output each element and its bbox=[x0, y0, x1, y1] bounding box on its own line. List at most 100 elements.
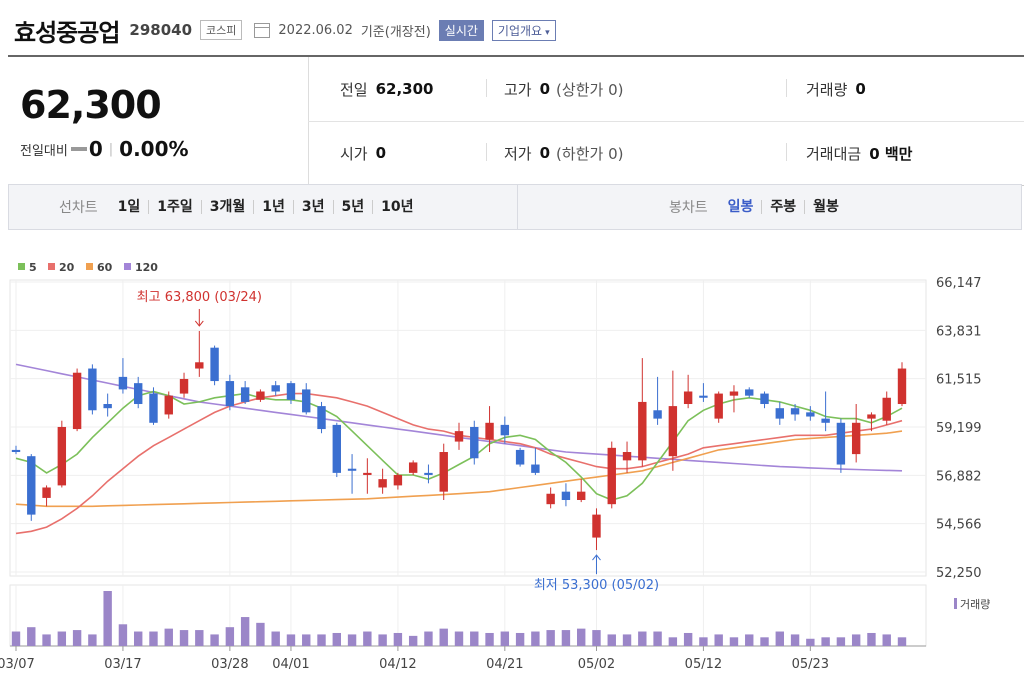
current-price-box: 62,300 전일대비 0 | 0.00% bbox=[8, 57, 309, 185]
divider bbox=[486, 79, 487, 97]
divider bbox=[517, 185, 518, 229]
lower-limit: (하한가 0) bbox=[556, 144, 624, 163]
candle-body bbox=[27, 456, 36, 515]
volume-bar bbox=[851, 634, 861, 646]
volume-bar bbox=[271, 631, 280, 646]
volume-bar bbox=[72, 630, 82, 646]
candle-body bbox=[134, 383, 143, 405]
volume-bar bbox=[332, 632, 341, 646]
x-tick-label: 03/07 bbox=[0, 657, 35, 672]
divider: | bbox=[108, 141, 114, 157]
low-label: 저가 bbox=[504, 144, 532, 163]
stock-code: 298040 bbox=[129, 21, 193, 39]
divider bbox=[786, 143, 787, 161]
period-option[interactable]: 1일 bbox=[117, 199, 141, 215]
candle-body bbox=[42, 487, 51, 498]
open-value: 0 bbox=[375, 144, 387, 162]
volume-bar bbox=[500, 631, 510, 646]
volume-bar bbox=[317, 634, 326, 646]
x-tick-label: 04/12 bbox=[379, 657, 416, 672]
volume-bar bbox=[454, 631, 464, 646]
volume-bar bbox=[546, 630, 555, 646]
open-cell: 시가 0 bbox=[340, 121, 386, 185]
volume-bar bbox=[699, 637, 708, 646]
volume-bar bbox=[668, 637, 678, 646]
ma20-line bbox=[15, 392, 903, 535]
volume-bar bbox=[57, 631, 67, 646]
prev-close-label: 전일 bbox=[340, 80, 368, 99]
period-option[interactable]: 1주일 bbox=[148, 200, 201, 214]
ma5-line bbox=[15, 390, 903, 501]
volume-bar bbox=[515, 632, 525, 646]
candle-body bbox=[164, 395, 173, 415]
volume-bar bbox=[760, 637, 769, 646]
candle-body bbox=[302, 389, 311, 413]
candle-body bbox=[363, 472, 372, 475]
company-overview-dropdown[interactable]: 기업개요 ▾ bbox=[491, 19, 556, 41]
quote-row-2: 시가 0 저가 0 (하한가 0) 거래대금 0 백만 bbox=[308, 121, 1024, 185]
volume-bar bbox=[714, 634, 723, 646]
volume-bar bbox=[393, 632, 403, 646]
volume-bar bbox=[790, 634, 800, 646]
candle-option-monthly[interactable]: 월봉 bbox=[804, 200, 847, 214]
high-label: 고가 bbox=[504, 80, 532, 99]
volume-bar bbox=[378, 634, 387, 646]
open-label: 시가 bbox=[340, 144, 368, 163]
period-option[interactable]: 5년 bbox=[332, 200, 373, 214]
stock-chart[interactable]: 66,147 63,831 61,515 59,199 56,882 54,566 52,2… bbox=[0, 232, 1024, 688]
change-percent: 0.00% bbox=[119, 137, 189, 161]
candle-body bbox=[653, 410, 662, 419]
candle-body bbox=[210, 347, 219, 382]
line-chart-title: 선차트 bbox=[59, 200, 98, 216]
volume-bar bbox=[638, 631, 647, 646]
current-price: 62,300 bbox=[20, 83, 162, 127]
period-option[interactable]: 1년 bbox=[253, 200, 293, 214]
period-option[interactable]: 3개월 bbox=[200, 200, 254, 214]
ma60-line bbox=[15, 430, 903, 508]
candle-option-weekly[interactable]: 주봉 bbox=[761, 200, 804, 214]
candle-body bbox=[439, 452, 448, 492]
price-plot-frame bbox=[9, 279, 927, 577]
quote-row-1: 전일 62,300 고가 0 (상한가 0) 거래량 0 bbox=[308, 57, 1024, 122]
candle-body bbox=[775, 408, 784, 419]
candle-body bbox=[882, 397, 891, 421]
legend-label: 5 bbox=[29, 261, 37, 274]
period-option[interactable]: 3년 bbox=[292, 200, 333, 214]
volume-bar bbox=[577, 628, 586, 646]
candle-option-daily[interactable]: 일봉 bbox=[727, 199, 754, 215]
volume-bar bbox=[470, 631, 479, 646]
candle-body bbox=[88, 368, 97, 411]
candle-body bbox=[271, 385, 280, 392]
company-overview-label: 기업개요 bbox=[497, 23, 543, 38]
y-tick-label: 63,831 bbox=[936, 324, 982, 339]
quote-date: 2022.06.02 bbox=[278, 22, 353, 38]
volume-bar bbox=[195, 630, 204, 646]
volume-bar bbox=[775, 631, 784, 646]
volume-bar bbox=[149, 631, 158, 646]
volume-bar bbox=[225, 627, 235, 646]
candle-body bbox=[11, 449, 21, 453]
candle-body bbox=[179, 378, 189, 394]
realtime-button[interactable]: 실시간 bbox=[438, 19, 484, 41]
prev-close-cell: 전일 62,300 bbox=[340, 57, 434, 121]
candle-body bbox=[638, 401, 647, 461]
low-arrow-head bbox=[592, 554, 601, 561]
volume-bar bbox=[531, 631, 540, 646]
candle-body bbox=[668, 406, 678, 457]
period-option[interactable]: 10년 bbox=[372, 200, 421, 214]
x-tick-label: 05/12 bbox=[685, 657, 722, 672]
upper-limit: (상한가 0) bbox=[556, 80, 624, 99]
divider bbox=[486, 143, 487, 161]
candle-body bbox=[760, 393, 769, 405]
divider bbox=[786, 79, 787, 97]
candle-body bbox=[378, 479, 387, 488]
low-annotation: 최저 53,300 (05/02) bbox=[534, 578, 659, 593]
flat-change-icon bbox=[70, 147, 87, 151]
amount-value: 0 백만 bbox=[869, 144, 913, 163]
candle-body bbox=[577, 491, 586, 501]
volume-bar bbox=[164, 628, 173, 646]
candle-body bbox=[683, 391, 693, 405]
candle-body bbox=[195, 362, 204, 369]
x-tick-label: 05/23 bbox=[792, 657, 829, 672]
candle-chart-title: 봉차트 bbox=[669, 200, 708, 216]
